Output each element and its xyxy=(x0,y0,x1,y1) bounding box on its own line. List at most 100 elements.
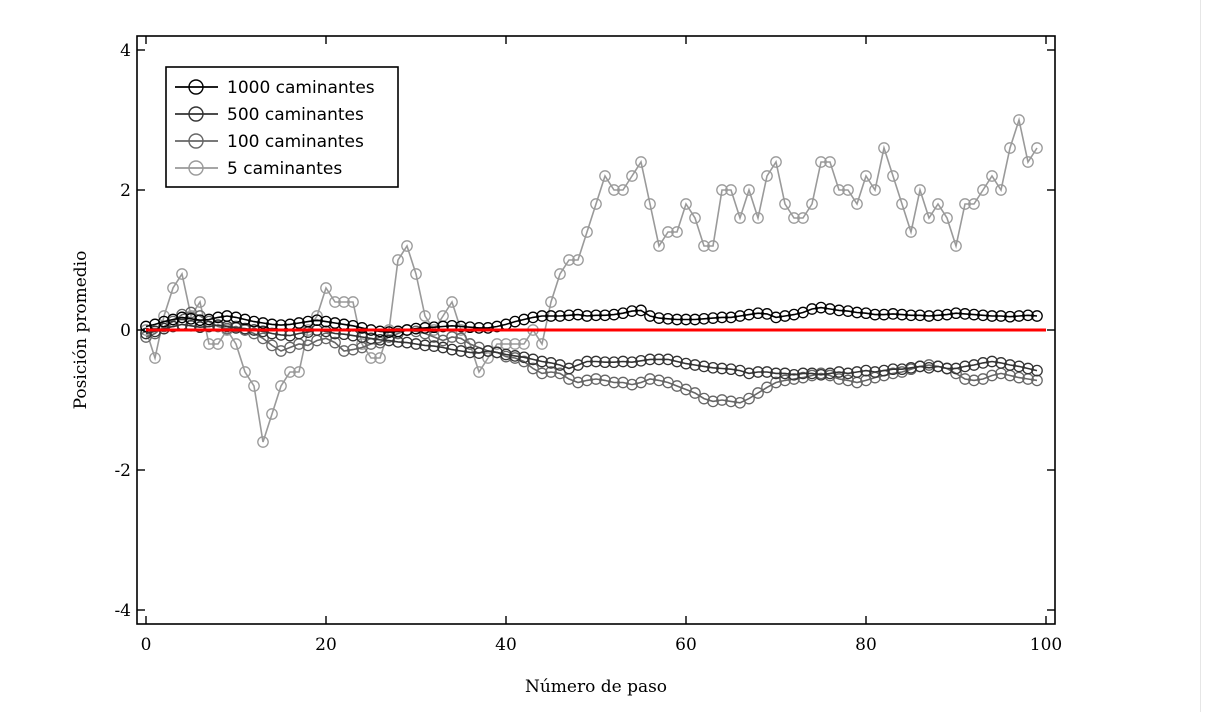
data-point xyxy=(824,367,836,380)
data-point xyxy=(743,392,755,405)
data-point xyxy=(455,320,467,333)
data-point xyxy=(860,307,872,320)
data-point xyxy=(626,305,638,317)
data-point xyxy=(662,353,674,366)
data-point xyxy=(518,338,530,350)
data-point xyxy=(653,353,665,366)
data-point xyxy=(761,366,773,378)
data-point xyxy=(671,355,683,368)
data-point xyxy=(635,304,647,317)
x-tick-label: 60 xyxy=(675,635,697,655)
y-tick-label: 4 xyxy=(120,41,131,61)
data-point xyxy=(860,170,872,182)
data-point xyxy=(725,395,737,408)
data-point xyxy=(509,350,521,362)
data-point xyxy=(770,156,782,168)
data-point xyxy=(788,373,800,385)
data-point xyxy=(608,184,620,196)
x-tick-label: 100 xyxy=(1030,635,1062,655)
data-point xyxy=(230,311,242,324)
x-tick-label: 20 xyxy=(315,635,337,655)
data-point xyxy=(1013,310,1025,322)
data-point xyxy=(608,376,620,389)
data-point xyxy=(959,308,971,320)
data-point xyxy=(725,363,737,376)
series-1 xyxy=(140,318,1043,381)
data-point xyxy=(167,282,179,294)
data-point xyxy=(158,315,170,328)
data-point xyxy=(923,361,935,374)
y-tick-label: -2 xyxy=(114,461,131,481)
data-point xyxy=(923,212,935,224)
data-point xyxy=(932,309,944,322)
data-point xyxy=(473,322,485,334)
data-point xyxy=(626,170,638,182)
data-point xyxy=(311,314,323,327)
data-point xyxy=(950,362,962,375)
data-point xyxy=(257,317,269,329)
data-point xyxy=(788,308,800,321)
data-point xyxy=(1031,142,1043,154)
data-point xyxy=(869,184,881,196)
data-point xyxy=(743,308,755,321)
data-point xyxy=(302,339,314,352)
data-point xyxy=(806,303,818,315)
data-point xyxy=(365,332,377,345)
data-point xyxy=(1013,371,1025,384)
data-point xyxy=(707,361,719,374)
series-line xyxy=(145,306,1038,333)
data-point xyxy=(743,184,755,196)
legend-swatch-marker xyxy=(188,133,204,149)
data-point xyxy=(356,331,368,343)
data-point xyxy=(626,356,638,369)
data-point xyxy=(698,360,710,373)
data-point xyxy=(779,310,791,322)
data-point xyxy=(716,184,728,196)
y-tick-label: -4 xyxy=(114,601,131,621)
data-point xyxy=(473,366,485,378)
data-point xyxy=(338,345,350,357)
x-tick-label: 40 xyxy=(495,635,517,655)
data-point xyxy=(896,363,908,376)
data-point xyxy=(356,322,368,334)
y-axis-label: Posición promedio xyxy=(71,251,91,410)
data-point xyxy=(581,355,593,368)
data-point xyxy=(581,310,593,322)
data-point xyxy=(797,212,809,224)
data-point xyxy=(203,313,215,326)
data-point xyxy=(905,361,917,374)
data-point xyxy=(419,322,431,334)
data-point xyxy=(941,362,953,375)
data-point xyxy=(680,313,692,326)
data-point xyxy=(986,170,998,182)
data-point xyxy=(914,184,926,196)
data-point xyxy=(851,306,863,319)
data-point xyxy=(995,184,1007,196)
data-point xyxy=(266,408,278,420)
data-point xyxy=(311,310,323,322)
data-point xyxy=(779,367,791,380)
data-point xyxy=(446,296,458,308)
data-point xyxy=(563,309,575,322)
data-point xyxy=(860,364,872,377)
data-point xyxy=(212,311,224,324)
legend: 1000 caminantes 500 caminantes 100 caminan… xyxy=(165,66,399,188)
data-point xyxy=(716,311,728,324)
data-point xyxy=(383,326,395,338)
data-point xyxy=(1013,360,1025,373)
data-point xyxy=(941,212,953,224)
data-point xyxy=(527,353,539,366)
data-point xyxy=(923,359,935,371)
data-point xyxy=(815,368,827,381)
data-point xyxy=(149,352,161,364)
data-point xyxy=(401,336,413,349)
data-point xyxy=(779,374,791,387)
data-point xyxy=(959,360,971,373)
data-point xyxy=(554,268,566,280)
data-point xyxy=(608,308,620,321)
data-point xyxy=(491,338,503,350)
data-point xyxy=(320,315,332,328)
legend-swatch-marker xyxy=(188,106,204,122)
legend-label: 100 caminantes xyxy=(227,132,364,152)
data-point xyxy=(833,366,845,378)
